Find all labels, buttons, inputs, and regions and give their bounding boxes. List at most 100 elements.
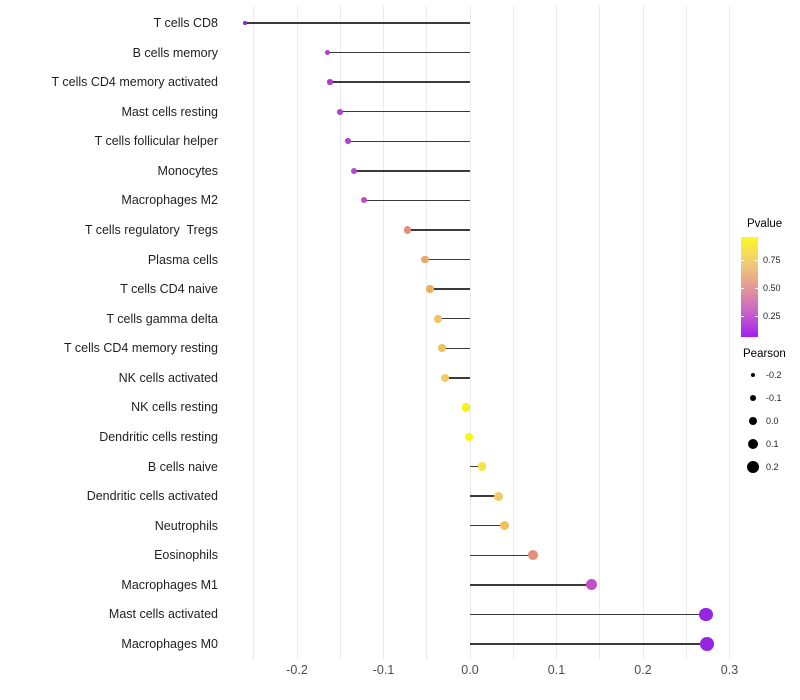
- colorbar-tick: [741, 316, 744, 317]
- y-axis-label: T cells CD4 naive: [120, 282, 218, 297]
- gridline: [642, 6, 644, 660]
- pvalue-colorbar: [741, 237, 758, 337]
- y-axis-label: Macrophages M0: [121, 636, 218, 651]
- lollipop-stem: [470, 613, 707, 616]
- gridline: [556, 6, 557, 660]
- gridline: [339, 6, 341, 660]
- y-axis-label: Macrophages M1: [121, 577, 218, 592]
- lollipop-dot: [464, 432, 474, 442]
- lollipop-stem: [245, 22, 470, 24]
- lollipop-stem: [442, 347, 470, 349]
- y-axis-label: B cells memory: [132, 45, 218, 60]
- gridline: [685, 6, 687, 660]
- lollipop-stem: [348, 140, 470, 142]
- colorbar-tick-label: 0.75: [763, 255, 781, 265]
- y-axis-label: NK cells resting: [131, 400, 218, 415]
- lollipop-dot: [243, 21, 247, 25]
- lollipop-dot: [699, 607, 713, 622]
- lollipop-dot: [426, 285, 434, 293]
- y-axis-label: Dendritic cells resting: [99, 429, 218, 444]
- x-axis-tick-label: -0.1: [372, 663, 395, 677]
- y-axis-label: Mast cells resting: [121, 104, 218, 119]
- lollipop-stem: [354, 170, 470, 172]
- x-axis-tick-label: 0.2: [634, 663, 652, 677]
- y-axis-label: T cells gamma delta: [106, 311, 218, 326]
- lollipop-dot: [360, 197, 367, 204]
- lollipop-dot: [351, 167, 358, 174]
- lollipop-stem: [470, 554, 534, 556]
- y-axis-label: Dendritic cells activated: [86, 489, 218, 504]
- lollipop-dot: [327, 79, 333, 85]
- y-axis-label: Neutrophils: [154, 518, 218, 533]
- lollipop-stem: [407, 229, 470, 231]
- lollipop-stem: [340, 111, 470, 113]
- x-axis-tick-label: -0.2: [286, 663, 308, 677]
- y-axis-label: T cells follicular helper: [94, 134, 218, 149]
- colorbar-tick: [755, 288, 758, 289]
- pearson-legend-label: 0.2: [766, 462, 779, 472]
- lollipop-stem: [470, 495, 499, 497]
- lollipop-stem: [470, 465, 483, 468]
- plot-panel: [240, 6, 737, 660]
- pvalue-legend-title: Pvalue: [747, 218, 783, 230]
- gridline: [729, 6, 730, 660]
- colorbar-tick-label: 0.25: [763, 311, 781, 321]
- pearson-legend-dot: [750, 372, 756, 378]
- lollipop-dot: [421, 255, 429, 264]
- lollipop-dot: [500, 521, 510, 531]
- y-axis-label: Mast cells activated: [108, 607, 218, 622]
- pearson-legend-title: Pearson: [743, 348, 786, 360]
- pearson-legend-dot: [747, 461, 759, 473]
- lollipop-dot: [337, 108, 344, 115]
- lollipop-stem: [425, 258, 470, 261]
- lollipop-dot: [434, 314, 442, 323]
- y-axis-label: B cells naive: [147, 459, 218, 474]
- lollipop-dot: [494, 491, 504, 501]
- lollipop-dot: [461, 403, 470, 412]
- y-axis-label: Macrophages M2: [121, 193, 218, 208]
- lollipop-dot: [438, 344, 447, 353]
- x-axis-tick-label: 0.1: [547, 663, 566, 677]
- gridline: [469, 6, 471, 660]
- lollipop-dot: [324, 49, 330, 56]
- colorbar-tick-label: 0.50: [763, 283, 781, 293]
- pearson-legend-label: 0.0: [766, 416, 779, 426]
- lollipop-stem: [470, 524, 505, 527]
- y-axis-label: T cells CD4 memory resting: [64, 341, 218, 356]
- lollipop-stem: [430, 288, 470, 290]
- lollipop-dot: [477, 462, 487, 471]
- y-axis-label: Eosinophils: [154, 548, 218, 563]
- gridline: [296, 6, 298, 660]
- lollipop-stem: [363, 199, 470, 202]
- lollipop-dot: [345, 138, 351, 145]
- y-axis-label: Monocytes: [157, 163, 218, 178]
- lollipop-stem: [444, 377, 470, 379]
- y-axis-label: T cells CD8: [153, 16, 218, 30]
- lollipop-dot: [404, 226, 412, 234]
- colorbar-tick: [755, 260, 758, 261]
- colorbar-tick: [741, 288, 744, 289]
- pearson-legend-label: 0.1: [766, 439, 779, 449]
- gridline: [383, 6, 384, 660]
- pearson-legend-dot: [748, 416, 758, 426]
- x-axis-tick-label: 0.3: [720, 663, 739, 677]
- lollipop-stem: [327, 51, 470, 54]
- pearson-legend-dot: [747, 438, 759, 450]
- lollipop-stem: [470, 584, 592, 586]
- lollipop-stem: [437, 318, 470, 320]
- gridline: [426, 6, 428, 660]
- gridline: [512, 6, 514, 660]
- y-axis-label: NK cells activated: [118, 370, 218, 385]
- gridline: [599, 6, 601, 660]
- colorbar-tick: [755, 316, 758, 317]
- lollipop-stem: [329, 81, 470, 83]
- lollipop-stem: [470, 643, 707, 645]
- lollipop-dot: [586, 579, 598, 591]
- y-axis-label: Plasma cells: [147, 252, 218, 267]
- pearson-legend-label: -0.2: [766, 370, 782, 380]
- y-axis-label: T cells CD4 memory activated: [51, 75, 219, 90]
- lollipop-dot: [440, 373, 449, 382]
- lollipop-dot: [700, 637, 714, 651]
- lollipop-dot: [528, 550, 539, 561]
